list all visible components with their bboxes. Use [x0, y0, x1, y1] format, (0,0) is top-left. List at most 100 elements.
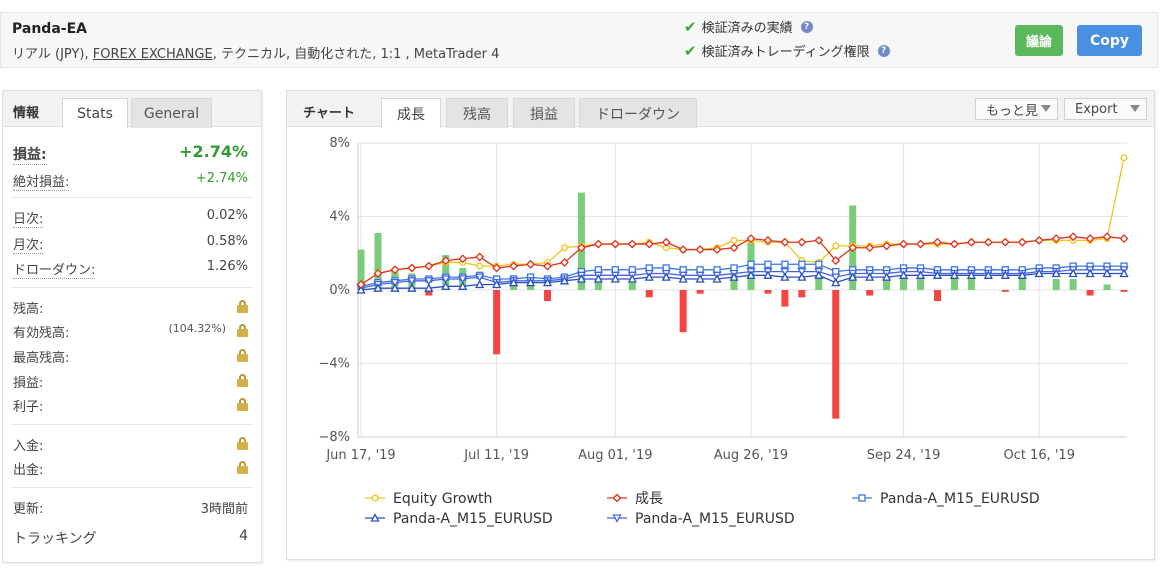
verified-trading-privileges: ✔ 検証済みトレーディング権限 ?: [684, 41, 890, 60]
point: [593, 274, 603, 283]
account-header: Panda-EA リアル (JPY), FOREX EXCHANGE, テクニカ…: [0, 12, 1158, 68]
tab-growth[interactable]: 成長: [381, 98, 441, 128]
divider: [11, 197, 253, 198]
point: [780, 267, 790, 277]
point: [865, 243, 875, 253]
point: [933, 237, 942, 247]
bar: [645, 290, 653, 298]
bar: [815, 278, 823, 290]
updated-row: 更新: 3時間前: [13, 498, 248, 518]
point: [763, 270, 773, 279]
abs-profit-label: 絶対損益:: [13, 171, 70, 191]
point: [492, 263, 502, 273]
point: [832, 242, 840, 250]
point: [593, 239, 603, 249]
point: [424, 283, 434, 292]
bar: [900, 278, 908, 290]
bar: [1018, 278, 1026, 290]
drawdown-row: ドローダウン: 1.26%: [13, 259, 248, 279]
stats-panel-header: 情報 Stats General: [3, 91, 261, 128]
point: [814, 270, 824, 279]
point: [577, 243, 586, 253]
info-label: 情報: [13, 106, 40, 121]
chart-panel: チャート 成長 残高 損益 ドローダウン もっと見 Export 8% 4% 0% −…: [286, 90, 1155, 560]
export-dropdown-label: Export: [1075, 101, 1118, 117]
bar: [1069, 278, 1077, 290]
series-diamond: [356, 232, 1129, 289]
chevron-down-icon: [1130, 105, 1140, 112]
point: [1102, 268, 1112, 278]
point: [729, 272, 739, 281]
tab-general[interactable]: General: [131, 98, 212, 128]
point: [712, 245, 722, 254]
series-line: [360, 269, 1124, 289]
verified-track-record: ✔ 検証済みの実績 ?: [684, 17, 813, 36]
point: [848, 243, 858, 253]
legend-label: Equity Growth: [393, 491, 492, 507]
point: [475, 252, 485, 262]
point: [561, 244, 568, 252]
growth-chart: 8% 4% 0% −4% −8% Jun 17, '19 Jul 11, '19 Aug 0…: [318, 136, 1129, 527]
tab-stats[interactable]: Stats: [62, 98, 128, 128]
profit-label: 損益:: [13, 144, 47, 165]
discuss-button[interactable]: 議論: [1015, 25, 1063, 56]
point: [373, 283, 383, 292]
legend-item: Panda-A_M15_EURUSD: [852, 491, 1040, 507]
bar: [883, 277, 891, 290]
point: [560, 258, 569, 267]
tab-drawdown[interactable]: ドローダウン: [579, 98, 697, 128]
highest-balance-label: 最高残高:: [13, 351, 70, 366]
point: [627, 239, 637, 249]
copy-button[interactable]: Copy: [1077, 25, 1142, 56]
x-axis: Jun 17, '19 Jul 11, '19 Aug 01, '19 Aug 26,…: [325, 448, 1075, 463]
point: [730, 236, 738, 244]
balance-row: 残高:: [13, 298, 248, 318]
point: [815, 260, 823, 268]
bar: [1086, 290, 1094, 296]
daily-row: 日次: 0.02%: [13, 208, 248, 228]
point: [1085, 234, 1095, 243]
deposits-row: 入金:: [13, 435, 248, 455]
point: [576, 274, 587, 283]
monthly-value: 0.58%: [206, 234, 248, 249]
help-icon[interactable]: ?: [800, 20, 813, 33]
daily-label: 日次:: [13, 208, 44, 228]
point: [831, 273, 841, 283]
point: [356, 285, 366, 294]
y-tick-label: −4%: [318, 357, 350, 372]
point: [983, 270, 993, 279]
point: [661, 272, 671, 281]
series-line: [360, 236, 1125, 286]
line-series: [356, 154, 1129, 294]
point: [1102, 232, 1112, 242]
bar: [374, 233, 382, 290]
bar: [950, 278, 958, 290]
point: [950, 239, 959, 249]
point: [661, 237, 671, 247]
point: [612, 514, 622, 523]
help-icon[interactable]: ?: [877, 44, 890, 57]
point: [458, 275, 468, 284]
point: [1034, 268, 1044, 278]
broker-link[interactable]: FOREX EXCHANGE: [92, 47, 213, 62]
point: [831, 277, 841, 287]
point: [390, 278, 400, 288]
lock-icon: [237, 300, 248, 313]
point: [983, 237, 993, 247]
tab-balance[interactable]: 残高: [446, 98, 508, 128]
tab-profit[interactable]: 損益: [513, 98, 575, 128]
x-tick-label: Jul 11, '19: [463, 448, 529, 463]
interest-label: 利子:: [13, 400, 44, 415]
point: [390, 283, 400, 292]
more-dropdown[interactable]: もっと見: [975, 98, 1058, 120]
drawdown-label: ドローダウン:: [13, 259, 96, 279]
profit-row: 損益: +2.74%: [13, 142, 248, 165]
legend-label: 成長: [635, 491, 663, 507]
point: [712, 274, 722, 283]
check-icon: ✔: [684, 41, 697, 60]
export-dropdown[interactable]: Export: [1064, 98, 1147, 120]
bar: [730, 273, 738, 290]
point: [797, 272, 807, 281]
point: [1119, 234, 1129, 243]
point: [780, 237, 790, 247]
